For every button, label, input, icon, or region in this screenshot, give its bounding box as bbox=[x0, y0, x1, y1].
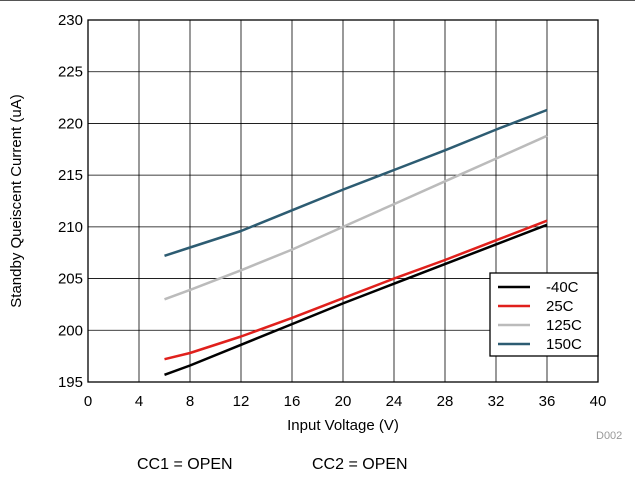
y-tick-label: 195 bbox=[58, 374, 83, 391]
plot-frame bbox=[87, 19, 599, 383]
footnote-cc2: CC2 = OPEN bbox=[312, 456, 408, 473]
x-tick-label: 24 bbox=[386, 393, 403, 410]
x-tick-label: 16 bbox=[284, 393, 301, 410]
legend-label: 25C bbox=[546, 298, 574, 315]
footnote-cc1: CC1 = OPEN bbox=[137, 456, 233, 473]
y-tick-label: 215 bbox=[58, 167, 83, 184]
x-tick-label: 28 bbox=[437, 393, 454, 410]
legend-label: 150C bbox=[546, 336, 582, 353]
x-tick-label: 8 bbox=[186, 393, 194, 410]
series-line-125C bbox=[164, 134, 548, 301]
x-tick-label: 4 bbox=[135, 393, 143, 410]
legend: -40C 25C 125C 150C bbox=[489, 272, 599, 357]
x-tick-label: 36 bbox=[539, 393, 556, 410]
x-tick-label: 32 bbox=[488, 393, 505, 410]
legend-label: 125C bbox=[546, 317, 582, 334]
y-tick-label: 205 bbox=[58, 271, 83, 288]
top-rule bbox=[0, 0, 635, 1]
series-line-25C bbox=[164, 219, 548, 361]
y-tick-labels: 195 200 205 210 215 220 225 230 bbox=[58, 12, 83, 391]
series-line--40C bbox=[164, 223, 548, 376]
y-axis-label: Standby Queiscent Current (uA) bbox=[8, 94, 25, 307]
line-chart: 0 4 8 12 16 20 24 28 32 36 40 195 200 205 210 215 220 22… bbox=[8, 12, 607, 434]
x-axis-label: Input Voltage (V) bbox=[287, 417, 399, 434]
series-line-150C bbox=[164, 108, 548, 257]
x-tick-label: 12 bbox=[233, 393, 250, 410]
y-tick-label: 200 bbox=[58, 322, 83, 339]
y-tick-label: 230 bbox=[58, 12, 83, 29]
y-tick-label: 225 bbox=[58, 64, 83, 81]
x-tick-label: 0 bbox=[84, 393, 92, 410]
figure-id: D002 bbox=[596, 430, 623, 442]
x-tick-label: 40 bbox=[590, 393, 607, 410]
y-tick-label: 220 bbox=[58, 115, 83, 132]
y-tick-label: 210 bbox=[58, 219, 83, 236]
legend-label: -40C bbox=[546, 279, 579, 296]
series-lines bbox=[164, 108, 548, 376]
x-tick-label: 20 bbox=[335, 393, 352, 410]
x-tick-labels: 0 4 8 12 16 20 24 28 32 36 40 bbox=[84, 393, 607, 410]
